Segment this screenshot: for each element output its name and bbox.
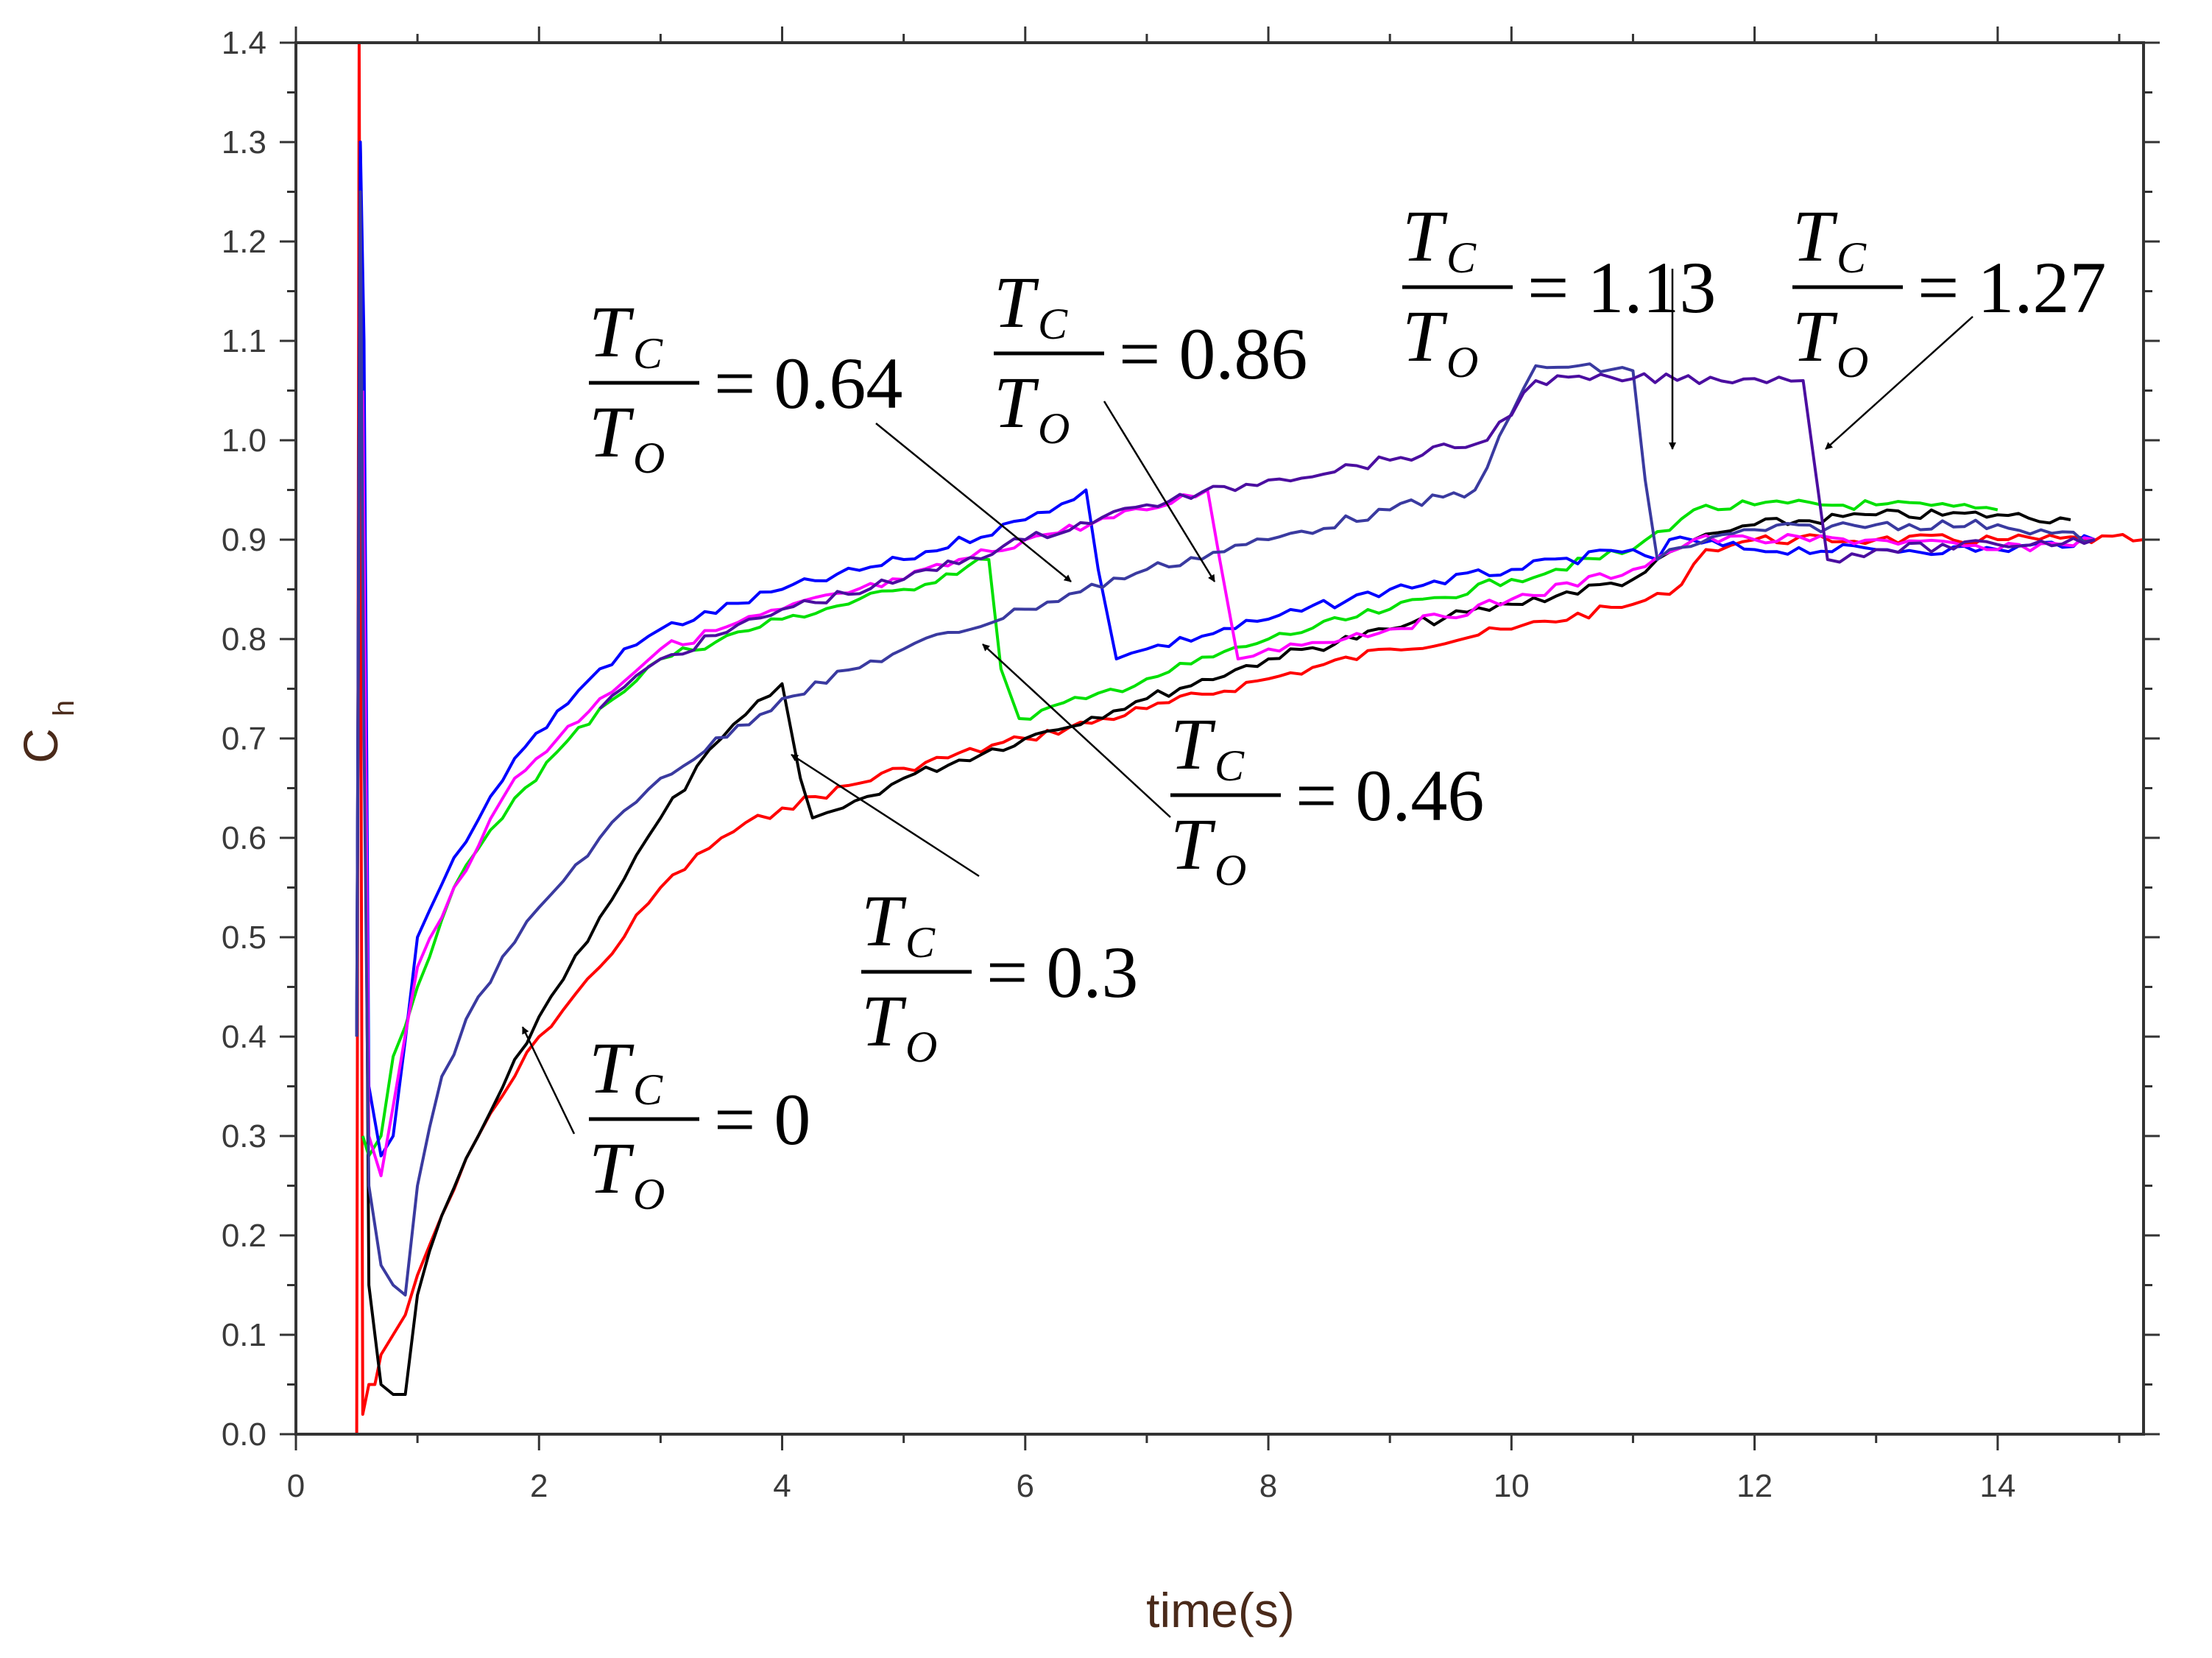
annotation-numerator-subscript: C <box>633 329 663 378</box>
series-line <box>355 190 2096 1297</box>
annotation-denominator-subscript: O <box>1215 846 1246 895</box>
y-tick-label: 0.2 <box>222 1218 266 1254</box>
annotation-value: = 1.13 <box>1527 247 1716 328</box>
annotation-numerator: T <box>994 261 1039 343</box>
annotation-denominator-subscript: O <box>633 434 665 482</box>
annotation-value: = 0 <box>714 1079 810 1160</box>
annotation-denominator-subscript: O <box>633 1170 665 1218</box>
x-tick-labels: 0 2 4 6 8 10 12 14 <box>287 1468 2016 1504</box>
annotation-numerator-subscript: C <box>1215 741 1245 790</box>
y-tick-label: 0.3 <box>222 1118 266 1154</box>
y-tick-label: 0.5 <box>222 920 266 956</box>
annotation-denominator-subscript: O <box>905 1023 937 1071</box>
y-tick-label: 1.4 <box>222 25 266 61</box>
annotation-denominator: T <box>589 391 635 473</box>
annotation-denominator: T <box>1170 803 1216 885</box>
x-tick-label: 12 <box>1736 1468 1773 1504</box>
annotation-numerator-subscript: C <box>1837 233 1867 282</box>
y-tick-label: 1.1 <box>222 323 266 359</box>
y-tick-label: 0.9 <box>222 522 266 558</box>
annotation-numerator: T <box>861 880 907 962</box>
annotation-numerator-subscript: C <box>633 1065 663 1114</box>
annotation-value: = 0.86 <box>1119 313 1307 395</box>
annotation-label: T CT O= 1.13 <box>1402 195 1716 450</box>
annotation-label: T CT O= 0 <box>521 1026 810 1218</box>
y-tick-label: 0.0 <box>222 1417 266 1453</box>
x-tick-label: 6 <box>1017 1468 1034 1504</box>
annotation-denominator-subscript: O <box>1446 338 1478 387</box>
series-line <box>355 141 2071 1396</box>
y-tick-label: 1.3 <box>222 124 266 160</box>
annotation-numerator-subscript: C <box>1446 233 1477 282</box>
y-tick-label: 0.1 <box>222 1317 266 1353</box>
y-axis-title-main: C <box>13 728 68 763</box>
y-tick-label: 0.7 <box>222 721 266 757</box>
annotation-label: T CT O= 0.64 <box>589 291 1072 582</box>
y-tick-labels: 0.0 0.1 0.2 0.3 0.4 0.5 0.6 0.7 0.8 0.9 1.0 1.1 1.2 1… <box>222 25 266 1453</box>
y-axis-title: C h <box>13 700 80 763</box>
series-line <box>598 372 2096 710</box>
annotation-denominator-subscript: O <box>1038 404 1070 453</box>
x-tick-label: 0 <box>287 1468 305 1504</box>
annotation-denominator-subscript: O <box>1837 338 1868 387</box>
annotation-value: = 0.64 <box>714 342 902 424</box>
y-tick-label: 1.2 <box>222 224 266 260</box>
x-tick-label: 8 <box>1259 1468 1277 1504</box>
series-line <box>361 498 1999 1157</box>
y-tick-label: 1.0 <box>222 423 266 459</box>
annotation-label: T CT O= 1.27 <box>1792 195 2106 450</box>
annotation-numerator: T <box>1170 703 1216 785</box>
x-tick-label: 10 <box>1494 1468 1530 1504</box>
annotations: T CT O= 0T CT O= 0.3T CT O= 0.46T CT O= 0.64T CT O… <box>521 195 2106 1218</box>
annotation-denominator: T <box>1792 295 1838 377</box>
annotation-arrow <box>875 423 1072 582</box>
x-tick-label: 4 <box>773 1468 791 1504</box>
annotation-arrow <box>982 643 1171 818</box>
annotation-arrow <box>1825 316 1974 450</box>
x-axis-title: time(s) <box>1146 1583 1295 1637</box>
annotation-numerator-subscript: C <box>905 918 936 967</box>
annotation-denominator: T <box>1402 295 1448 377</box>
annotation-label: T CT O= 0.3 <box>791 753 1138 1071</box>
annotation-denominator: T <box>589 1127 635 1209</box>
annotation-value: = 0.3 <box>986 931 1138 1013</box>
y-axis-title-subscript: h <box>48 700 80 716</box>
plot-frame <box>294 41 2145 1436</box>
x-tick-label: 14 <box>1979 1468 2015 1504</box>
series-layer <box>355 41 2144 1435</box>
annotation-numerator-subscript: C <box>1038 300 1068 348</box>
annotation-label: T CT O= 0.86 <box>994 261 1307 582</box>
annotation-arrow <box>791 753 980 878</box>
annotation-denominator: T <box>994 361 1039 443</box>
series-line <box>361 390 2096 1177</box>
annotation-numerator: T <box>589 1027 635 1109</box>
y-tick-label: 0.6 <box>222 820 266 856</box>
annotation-label: T CT O= 0.46 <box>982 643 1484 895</box>
x-tick-label: 2 <box>530 1468 548 1504</box>
y-tick-label: 0.4 <box>222 1019 266 1055</box>
y-tick-label: 0.8 <box>222 621 266 657</box>
annotation-value: = 1.27 <box>1918 247 2106 328</box>
annotation-value: = 0.46 <box>1296 755 1484 836</box>
annotation-numerator: T <box>1792 195 1838 277</box>
annotation-numerator: T <box>589 291 635 373</box>
annotation-denominator: T <box>861 980 907 1062</box>
annotation-arrow <box>521 1026 576 1135</box>
series-line <box>355 141 2096 1157</box>
ticks <box>280 27 2160 1450</box>
annotation-numerator: T <box>1402 195 1448 277</box>
series-line <box>355 41 2144 1435</box>
annotation-arrow <box>1103 401 1216 582</box>
